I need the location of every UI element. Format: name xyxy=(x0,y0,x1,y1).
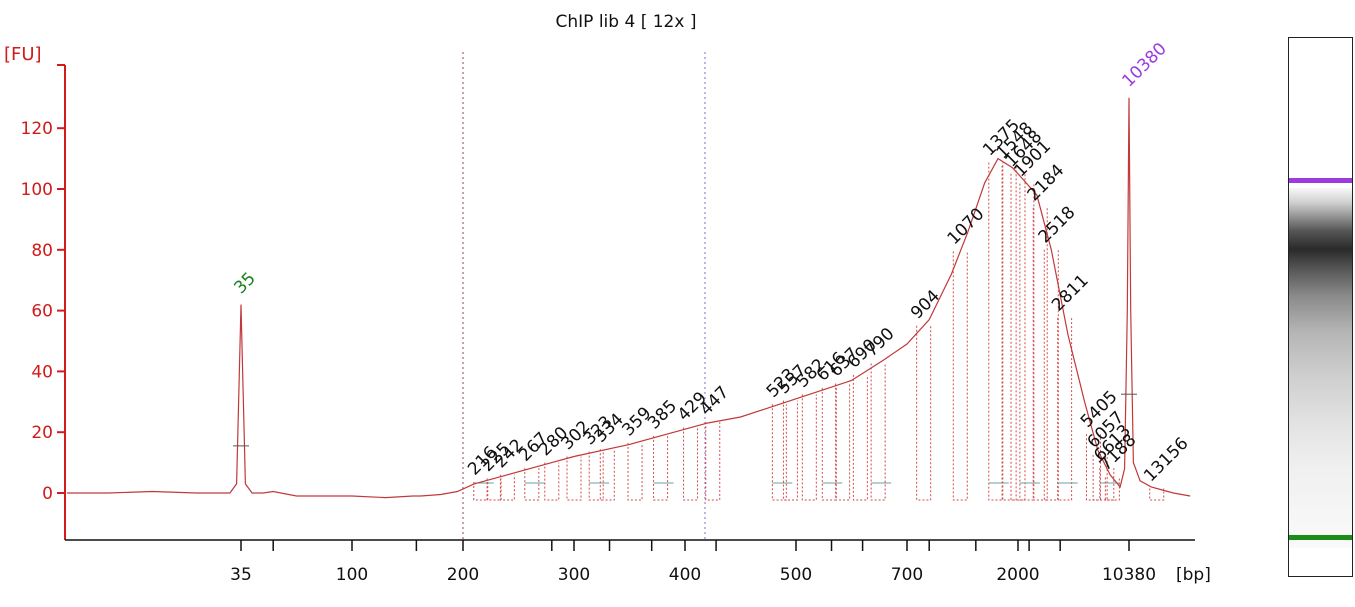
x-tick-label: 500 xyxy=(780,565,812,585)
y-axis-label: [FU] xyxy=(4,44,42,65)
peak-bracket xyxy=(835,383,851,501)
gel-lower-marker-band xyxy=(1289,535,1352,540)
y-tick-label: 40 xyxy=(31,362,53,382)
electropherogram-chart: ChIP lib 4 [ 12x ] [FU] [bp] 0 20 40 60 80 10… xyxy=(4,12,1211,585)
peak-bracket xyxy=(473,482,489,501)
y-tick-label: 20 xyxy=(31,423,53,443)
peak-bracket xyxy=(771,404,787,501)
peak-bracket xyxy=(683,427,699,501)
peak-bracket xyxy=(627,442,643,501)
peak-size-label: 904 xyxy=(907,286,944,323)
peak-bracket xyxy=(486,478,502,501)
x-tick-label: 700 xyxy=(891,565,923,585)
x-tick-label: 35 xyxy=(230,565,252,585)
chart-title: ChIP lib 4 [ 12x ] xyxy=(556,12,697,32)
peak-bracket xyxy=(782,400,798,501)
marker-peak-label: 35 xyxy=(230,269,259,298)
peak-size-label: 2811 xyxy=(1048,271,1093,316)
peak-bracket xyxy=(599,449,615,501)
peak-bracket xyxy=(1032,207,1048,501)
peak-bracket xyxy=(1019,183,1035,501)
peak-bracket xyxy=(801,394,817,501)
peak-size-label: 447 xyxy=(696,383,733,420)
peak-bracket xyxy=(821,387,837,501)
peak-bracket xyxy=(870,363,886,501)
gel-image-lane xyxy=(1288,37,1353,577)
peak-bracket xyxy=(653,435,669,501)
marker-peak-label: 10380 xyxy=(1118,39,1170,91)
peak-bracket xyxy=(588,451,604,501)
y-tick-label: 80 xyxy=(31,241,53,261)
peak-bracket xyxy=(852,374,868,501)
x-tick-label: 400 xyxy=(669,565,701,585)
electropherogram-trace xyxy=(67,97,1191,499)
x-tick-label: 100 xyxy=(336,565,368,585)
peak-bracket xyxy=(524,468,540,501)
peak-bracket xyxy=(1010,173,1026,501)
peak-bracket xyxy=(566,456,582,501)
peak-size-label: 1070 xyxy=(944,204,989,249)
peak-bracket xyxy=(544,462,560,501)
x-tick-label: 200 xyxy=(447,565,479,585)
peak-bracket xyxy=(1043,249,1059,501)
gel-smear xyxy=(1289,188,1352,548)
y-tick-label: 120 xyxy=(21,119,53,139)
peak-size-label: 13156 xyxy=(1140,434,1192,486)
peak-bracket xyxy=(1001,165,1017,501)
peak-bracket xyxy=(1057,317,1073,501)
gel-upper-marker-band xyxy=(1289,178,1352,183)
y-tick-label: 0 xyxy=(42,484,53,504)
peak-bracket xyxy=(916,325,932,501)
x-axis-unit-label: [bp] xyxy=(1176,565,1211,585)
x-tick-label: 300 xyxy=(558,565,590,585)
peak-bracket xyxy=(1149,488,1165,501)
x-tick-label: 2000 xyxy=(996,565,1039,585)
peak-size-label: 2518 xyxy=(1035,203,1080,248)
peak-bracket xyxy=(705,422,721,501)
peak-bracket xyxy=(499,474,515,501)
peak-size-label: 385 xyxy=(644,396,681,433)
peak-bracket xyxy=(952,251,968,501)
y-tick-label: 60 xyxy=(31,302,53,322)
y-tick-label: 100 xyxy=(21,180,53,200)
peak-bracket xyxy=(988,162,1004,501)
peak-bracket xyxy=(1104,477,1120,501)
x-tick-label: 10380 xyxy=(1102,565,1156,585)
peak-bracket xyxy=(1099,468,1115,501)
